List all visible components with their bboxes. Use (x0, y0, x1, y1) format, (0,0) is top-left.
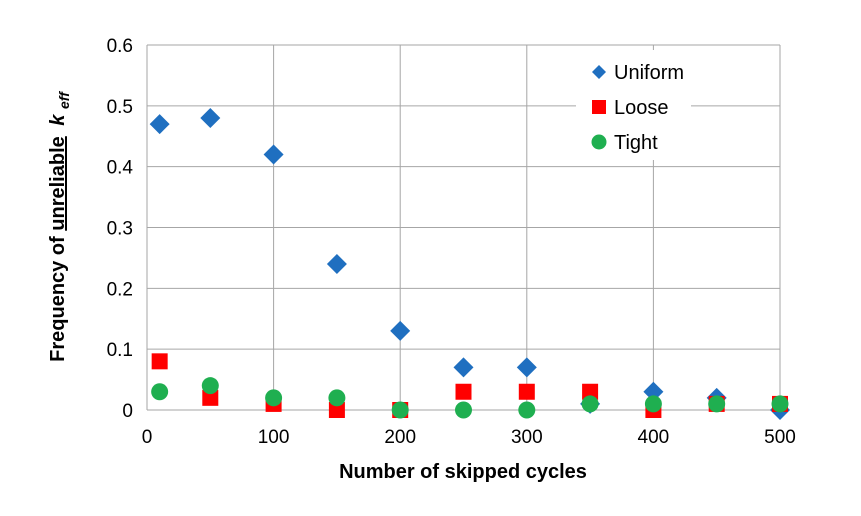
y-tick-label: 0.1 (107, 340, 133, 361)
x-axis-title: Number of skipped cycles (339, 461, 587, 483)
y-axis-title-subscript: eff (56, 91, 72, 109)
loose-point (455, 383, 472, 400)
x-axis-ticks: 0 100 200 300 400 500 (142, 427, 796, 448)
y-tick-label: 0.3 (107, 219, 133, 240)
uniform-point (326, 254, 347, 274)
tight-point (518, 401, 536, 419)
uniform-point (200, 108, 221, 128)
loose-point (518, 383, 535, 400)
y-tick-label: 0.5 (107, 97, 133, 118)
uniform-point (453, 357, 474, 378)
loose-point (202, 389, 219, 406)
y-tick-label: 0 (122, 401, 133, 422)
tight-point (581, 395, 599, 413)
loose-point (151, 353, 168, 370)
legend-marker-uniform (592, 65, 606, 79)
x-tick-label: 300 (511, 427, 543, 448)
tight-point (328, 389, 346, 407)
tight-point (201, 377, 219, 395)
legend-label-loose: Loose (614, 97, 669, 119)
y-axis-title-symbol: k (47, 114, 69, 126)
x-tick-label: 0 (142, 427, 153, 448)
x-tick-label: 400 (638, 427, 670, 448)
legend-marker-tight (591, 134, 607, 150)
y-axis-title: Frequency of unreliable k eff (47, 91, 72, 362)
y-axis-title-emphasis: unreliable (47, 136, 69, 230)
tight-point (151, 383, 169, 401)
loose-point (328, 402, 345, 418)
tight-point (644, 395, 662, 413)
loose-point (582, 383, 599, 400)
tight-point (771, 395, 789, 413)
y-axis-ticks: 0 0.1 0.2 0.3 0.4 0.5 0.6 (107, 36, 134, 422)
tight-point (265, 389, 283, 407)
x-tick-label: 200 (384, 427, 416, 448)
y-tick-label: 0.6 (107, 36, 133, 57)
x-tick-label: 500 (764, 427, 796, 448)
legend-marker-loose (592, 100, 606, 114)
legend-label-tight: Tight (614, 132, 658, 154)
data-points (149, 108, 790, 420)
tight-point (391, 401, 409, 419)
y-tick-label: 0.2 (107, 279, 133, 300)
x-tick-label: 100 (258, 427, 290, 448)
uniform-point (643, 381, 664, 402)
uniform-point (263, 144, 284, 165)
y-tick-label: 0.4 (107, 158, 134, 179)
tight-point (455, 401, 472, 419)
legend: Uniform Loose Tight (576, 50, 691, 160)
uniform-point (149, 114, 170, 135)
uniform-point (390, 320, 411, 341)
legend-label-uniform: Uniform (614, 62, 684, 84)
y-axis-title-prefix: Frequency of (47, 231, 69, 362)
tight-point (708, 395, 726, 413)
uniform-point (516, 357, 537, 378)
